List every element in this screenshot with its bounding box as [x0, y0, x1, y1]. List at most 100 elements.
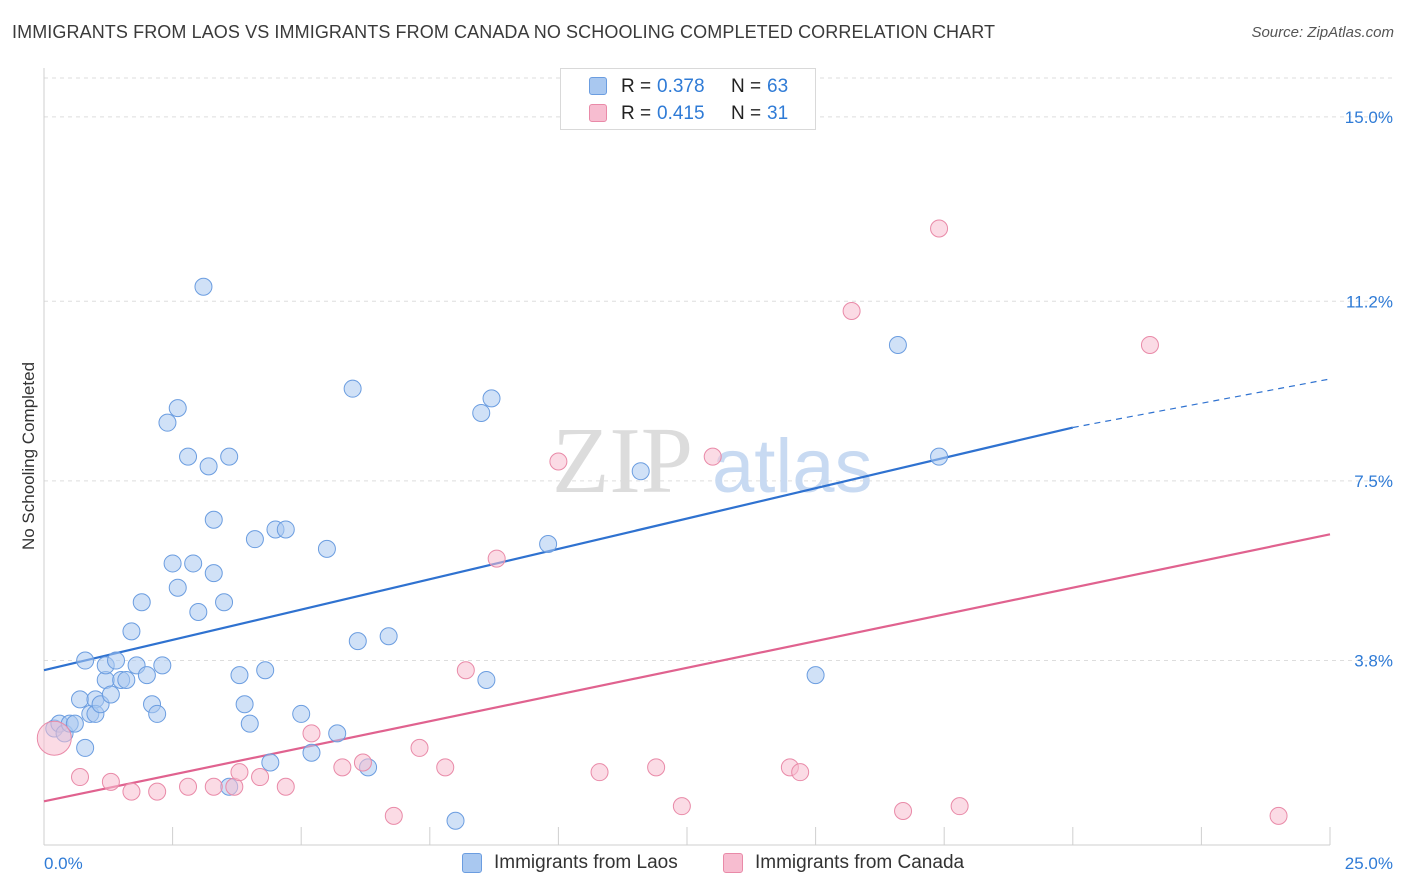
laos-trendline-extension — [1072, 378, 1331, 429]
canada-point — [101, 772, 120, 791]
canada-point — [703, 447, 722, 466]
x-tick-label: 25.0% — [1345, 854, 1393, 873]
y-tick-label: 11.2% — [1346, 292, 1393, 311]
canada-point — [672, 797, 691, 816]
canada-point — [251, 768, 270, 787]
y-tick-label: 15.0% — [1345, 108, 1393, 127]
laos-point — [101, 685, 120, 704]
laos-trendline — [43, 426, 1074, 672]
canada-point — [230, 763, 249, 782]
laos-point — [184, 554, 203, 573]
canada-point — [894, 802, 913, 821]
laos-point — [158, 413, 177, 432]
laos-point — [343, 379, 362, 398]
laos-point — [348, 632, 367, 651]
legend-n-value: 31 — [767, 103, 789, 124]
canada-point — [456, 661, 475, 680]
laos-point — [379, 627, 398, 646]
laos-point — [539, 535, 558, 554]
laos-point — [163, 554, 182, 573]
canada-trendline — [43, 533, 1331, 803]
laos-point — [245, 530, 264, 549]
laos-point — [107, 651, 126, 670]
legend-r-label: R = — [621, 103, 652, 124]
canada-swatch-icon — [589, 104, 607, 122]
tick-labels: 3.8% 7.5% 11.2% 15.0% 0.0% 25.0% — [44, 108, 1393, 873]
laos-legend-label: Immigrants from Laos — [494, 852, 678, 873]
x-tick-label: 0.0% — [44, 854, 83, 873]
laos-point — [153, 656, 172, 675]
canada-legend-label: Immigrants from Canada — [755, 852, 965, 873]
laos-point — [168, 399, 187, 418]
canada-point — [353, 753, 372, 772]
laos-point — [446, 811, 465, 830]
legend-row-canada: R = 0.415 N = 31 — [561, 101, 815, 127]
canada-point — [36, 720, 72, 756]
canada-point — [302, 724, 321, 743]
canada-point — [204, 777, 223, 796]
y-tick-label: 7.5% — [1354, 472, 1393, 491]
watermark-atlas: atlas — [712, 424, 873, 509]
laos-point — [276, 520, 295, 539]
legend-r-value: 0.378 — [657, 76, 705, 97]
laos-point — [472, 403, 491, 422]
trendlines — [43, 378, 1331, 803]
laos-point — [65, 714, 84, 733]
laos-point — [317, 539, 336, 558]
laos-point — [230, 666, 249, 685]
laos-point — [888, 335, 907, 354]
laos-point — [199, 457, 218, 476]
canada-point — [179, 777, 198, 796]
canada-legend-swatch-icon — [723, 853, 743, 873]
stats-legend: R = 0.378 N = 63 R = 0.415 N = 31 — [560, 68, 816, 130]
laos-point — [240, 714, 259, 733]
canada-point — [930, 219, 949, 238]
laos-point — [482, 389, 501, 408]
laos-point — [261, 753, 280, 772]
laos-point — [179, 447, 198, 466]
laos-point — [76, 738, 95, 757]
legend-r-value: 0.415 — [657, 103, 705, 124]
legend-n-label: N = — [731, 76, 762, 97]
laos-point — [477, 670, 496, 689]
laos-point — [117, 670, 136, 689]
canada-point — [647, 758, 666, 777]
axis-ticks — [43, 827, 1331, 845]
canada-point — [487, 549, 506, 568]
canada-point — [590, 763, 609, 782]
laos-point — [132, 593, 151, 612]
laos-point — [256, 661, 275, 680]
laos-point — [302, 743, 321, 762]
gridlines — [44, 77, 1395, 662]
y-axis-label: No Schooling Completed — [19, 362, 38, 550]
laos-point — [292, 704, 311, 723]
legend-r-label: R = — [621, 76, 652, 97]
laos-point — [235, 695, 254, 714]
laos-point — [631, 462, 650, 481]
source-label: Source: ZipAtlas.com — [1251, 24, 1394, 41]
laos-point — [204, 564, 223, 583]
laos-point — [148, 704, 167, 723]
laos-point — [215, 593, 234, 612]
canada-point — [549, 452, 568, 471]
canada-point — [436, 758, 455, 777]
canada-point — [333, 758, 352, 777]
canada-point — [791, 763, 810, 782]
y-tick-label: 3.8% — [1354, 652, 1393, 671]
laos-point — [76, 651, 95, 670]
canada-point — [384, 806, 403, 825]
canada-point — [410, 738, 429, 757]
laos-point — [194, 277, 213, 296]
laos-point — [806, 666, 825, 685]
laos-point — [168, 578, 187, 597]
canada-point — [1140, 335, 1159, 354]
chart-title: IMMIGRANTS FROM LAOS VS IMMIGRANTS FROM … — [12, 22, 996, 42]
canada-point — [276, 777, 295, 796]
laos-point — [122, 622, 141, 641]
canada-point — [71, 768, 90, 787]
laos-point — [220, 447, 239, 466]
laos-point — [328, 724, 347, 743]
laos-point — [71, 690, 90, 709]
laos-point — [930, 447, 949, 466]
canada-point — [842, 302, 861, 321]
